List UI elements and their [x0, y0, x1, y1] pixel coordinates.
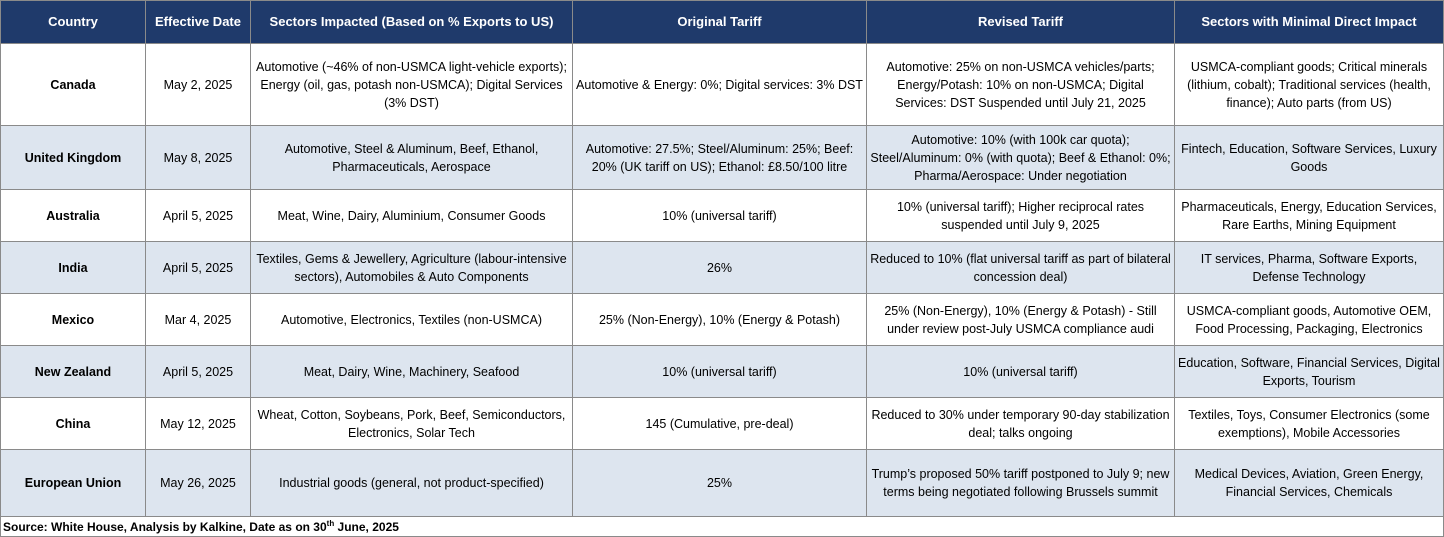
revised-tariff-cell: 10% (universal tariff); Higher reciproca… [866, 189, 1175, 242]
country-cell: Mexico [0, 293, 146, 346]
date-cell: May 26, 2025 [145, 449, 251, 517]
minimal-impact-cell: USMCA-compliant goods, Automotive OEM, F… [1174, 293, 1444, 346]
original-tariff-cell: 26% [572, 241, 867, 294]
table-row-canada: Canada May 2, 2025 Automotive (~46% of n… [0, 43, 1444, 126]
sectors-cell: Industrial goods (general, not product-s… [250, 449, 573, 517]
header-effective-date: Effective Date [145, 0, 251, 44]
country-cell: Canada [0, 43, 146, 126]
minimal-impact-cell: IT services, Pharma, Software Exports, D… [1174, 241, 1444, 294]
date-cell: April 5, 2025 [145, 189, 251, 242]
country-cell: India [0, 241, 146, 294]
revised-tariff-cell: Reduced to 30% under temporary 90-day st… [866, 397, 1175, 450]
revised-tariff-cell: Trump’s proposed 50% tariff postponed to… [866, 449, 1175, 517]
table-row-mexico: Mexico Mar 4, 2025 Automotive, Electroni… [0, 293, 1444, 346]
country-cell: New Zealand [0, 345, 146, 398]
original-tariff-cell: Automotive: 27.5%; Steel/Aluminum: 25%; … [572, 125, 867, 190]
original-tariff-cell: 25% (Non-Energy), 10% (Energy & Potash) [572, 293, 867, 346]
date-cell: April 5, 2025 [145, 241, 251, 294]
header-row: Country Effective Date Sectors Impacted … [0, 0, 1444, 44]
revised-tariff-cell: Automotive: 25% on non-USMCA vehicles/pa… [866, 43, 1175, 126]
table-row-china: China May 12, 2025 Wheat, Cotton, Soybea… [0, 397, 1444, 450]
table-row-european-union: European Union May 26, 2025 Industrial g… [0, 449, 1444, 517]
sectors-cell: Textiles, Gems & Jewellery, Agriculture … [250, 241, 573, 294]
sectors-cell: Automotive, Steel & Aluminum, Beef, Etha… [250, 125, 573, 190]
country-cell: China [0, 397, 146, 450]
revised-tariff-cell: Reduced to 10% (flat universal tariff as… [866, 241, 1175, 294]
revised-tariff-cell: 10% (universal tariff) [866, 345, 1175, 398]
table-row-india: India April 5, 2025 Textiles, Gems & Jew… [0, 241, 1444, 294]
header-sectors-impacted: Sectors Impacted (Based on % Exports to … [250, 0, 573, 44]
source-text-end: June, 2025 [334, 519, 399, 534]
country-cell: United Kingdom [0, 125, 146, 190]
original-tariff-cell: 25% [572, 449, 867, 517]
revised-tariff-cell: 25% (Non-Energy), 10% (Energy & Potash) … [866, 293, 1175, 346]
date-cell: April 5, 2025 [145, 345, 251, 398]
revised-tariff-cell: Automotive: 10% (with 100k car quota); S… [866, 125, 1175, 190]
minimal-impact-cell: Textiles, Toys, Consumer Electronics (so… [1174, 397, 1444, 450]
minimal-impact-cell: USMCA-compliant goods; Critical minerals… [1174, 43, 1444, 126]
date-cell: May 12, 2025 [145, 397, 251, 450]
minimal-impact-cell: Education, Software, Financial Services,… [1174, 345, 1444, 398]
country-cell: European Union [0, 449, 146, 517]
source-text: Source: White House, Analysis by Kalkine… [3, 519, 327, 534]
sectors-cell: Automotive (~46% of non-USMCA light-vehi… [250, 43, 573, 126]
original-tariff-cell: 10% (universal tariff) [572, 345, 867, 398]
minimal-impact-cell: Medical Devices, Aviation, Green Energy,… [1174, 449, 1444, 517]
source-superscript: th [326, 518, 335, 528]
header-revised-tariff: Revised Tariff [866, 0, 1175, 44]
minimal-impact-cell: Pharmaceuticals, Energy, Education Servi… [1174, 189, 1444, 242]
original-tariff-cell: 10% (universal tariff) [572, 189, 867, 242]
sectors-cell: Automotive, Electronics, Textiles (non-U… [250, 293, 573, 346]
original-tariff-cell: Automotive & Energy: 0%; Digital service… [572, 43, 867, 126]
original-tariff-cell: 145 (Cumulative, pre-deal) [572, 397, 867, 450]
sectors-cell: Meat, Wine, Dairy, Aluminium, Consumer G… [250, 189, 573, 242]
source-row: Source: White House, Analysis by Kalkine… [0, 516, 1444, 537]
date-cell: May 2, 2025 [145, 43, 251, 126]
header-country: Country [0, 0, 146, 44]
table-row-australia: Australia April 5, 2025 Meat, Wine, Dair… [0, 189, 1444, 242]
date-cell: May 8, 2025 [145, 125, 251, 190]
source-note: Source: White House, Analysis by Kalkine… [0, 516, 1444, 537]
table-row-united-kingdom: United Kingdom May 8, 2025 Automotive, S… [0, 125, 1444, 190]
minimal-impact-cell: Fintech, Education, Software Services, L… [1174, 125, 1444, 190]
header-minimal-impact: Sectors with Minimal Direct Impact [1174, 0, 1444, 44]
country-cell: Australia [0, 189, 146, 242]
header-original-tariff: Original Tariff [572, 0, 867, 44]
sectors-cell: Meat, Dairy, Wine, Machinery, Seafood [250, 345, 573, 398]
date-cell: Mar 4, 2025 [145, 293, 251, 346]
sectors-cell: Wheat, Cotton, Soybeans, Pork, Beef, Sem… [250, 397, 573, 450]
table-row-new-zealand: New Zealand April 5, 2025 Meat, Dairy, W… [0, 345, 1444, 398]
